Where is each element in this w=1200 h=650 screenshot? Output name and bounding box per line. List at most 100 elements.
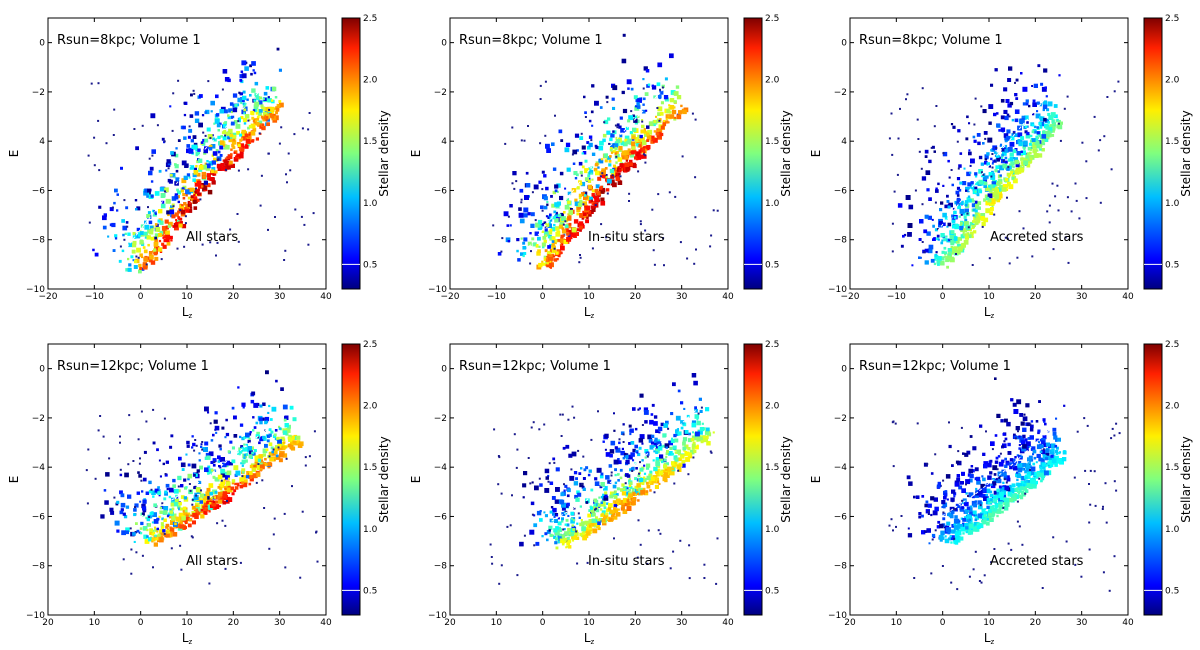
density-cell <box>224 163 227 166</box>
density-cell <box>609 449 615 454</box>
density-cell <box>646 132 650 136</box>
density-cell <box>559 499 565 505</box>
density-cell <box>1041 477 1045 481</box>
density-cell <box>288 434 292 439</box>
density-cell <box>634 427 638 431</box>
density-cell <box>252 127 257 132</box>
density-cell <box>1048 204 1051 207</box>
density-cell <box>606 188 610 192</box>
density-cell <box>188 125 191 128</box>
density-cell <box>548 253 551 257</box>
density-cell <box>561 413 564 416</box>
density-cell <box>255 137 259 141</box>
density-cell <box>577 449 580 452</box>
density-cell <box>218 499 223 504</box>
density-cell <box>982 452 986 456</box>
density-cell <box>597 521 601 525</box>
density-cell <box>636 483 641 488</box>
density-cell <box>207 189 213 195</box>
density-cell <box>617 180 623 185</box>
density-cell <box>939 523 944 529</box>
x-tick-label: 10 <box>583 292 595 302</box>
density-cell <box>544 514 548 518</box>
density-cell <box>556 227 559 231</box>
density-cell <box>134 503 139 508</box>
density-cell <box>996 514 999 518</box>
density-cell <box>1037 153 1043 158</box>
density-cell <box>664 97 669 102</box>
density-cell <box>636 119 640 124</box>
density-cell <box>1000 115 1005 120</box>
density-cell <box>493 428 496 431</box>
density-cell <box>234 104 238 108</box>
density-cell <box>1093 115 1096 118</box>
density-cell <box>621 90 625 95</box>
density-cell <box>550 226 556 232</box>
density-cell <box>1113 555 1116 558</box>
density-cell <box>270 446 274 450</box>
density-cell <box>260 174 263 177</box>
density-cell <box>702 427 706 431</box>
density-cell <box>264 416 270 422</box>
density-cell <box>914 189 917 192</box>
density-cell <box>99 415 102 417</box>
density-cell <box>641 119 644 121</box>
x-tick-label: −20 <box>39 292 58 302</box>
density-cell <box>1023 157 1028 162</box>
density-cell <box>1012 178 1018 184</box>
density-cell <box>968 468 973 474</box>
density-cell <box>571 539 575 542</box>
density-cell <box>650 413 654 416</box>
colorbar-tick-label: 1.0 <box>363 199 378 209</box>
density-cell <box>629 160 631 163</box>
density-cell <box>142 477 147 482</box>
density-cell <box>255 475 258 479</box>
density-cell <box>116 500 120 504</box>
density-cell <box>557 521 562 526</box>
density-cell <box>193 449 196 452</box>
density-cell <box>170 151 174 155</box>
density-cell <box>586 141 590 144</box>
density-cell <box>975 487 978 491</box>
density-cell <box>225 144 230 150</box>
density-cell <box>555 232 561 237</box>
density-cell <box>280 387 284 391</box>
x-tick-label: 40 <box>320 618 332 628</box>
density-cell <box>992 179 995 182</box>
colorbar-tick-label: 2.5 <box>363 340 377 350</box>
density-cell <box>135 233 140 239</box>
density-cell <box>500 250 503 253</box>
density-cell <box>181 516 186 521</box>
density-cell <box>600 223 603 226</box>
plot-area <box>450 18 728 289</box>
density-cell <box>205 509 209 512</box>
density-cell <box>948 202 953 208</box>
density-cell <box>1064 236 1067 239</box>
density-cell <box>594 477 598 481</box>
density-cell <box>998 129 1001 132</box>
density-cell <box>272 118 278 123</box>
density-cell <box>561 506 566 511</box>
density-cell <box>221 426 225 430</box>
density-cell <box>191 446 194 449</box>
density-cell <box>934 258 937 261</box>
density-cell <box>924 503 928 508</box>
density-cell <box>108 457 111 460</box>
density-cell <box>1066 196 1069 199</box>
density-cell <box>927 248 933 254</box>
density-cell <box>609 147 613 150</box>
density-cell <box>175 523 181 529</box>
density-cell <box>552 190 556 195</box>
density-cell <box>977 141 981 146</box>
density-cell <box>595 170 600 176</box>
density-cell <box>225 460 230 466</box>
density-cell <box>634 493 637 496</box>
density-cell <box>584 159 588 163</box>
density-cell <box>243 453 247 457</box>
density-cell <box>930 146 933 149</box>
density-cell <box>650 139 655 144</box>
density-cell <box>232 138 236 142</box>
density-cell <box>1006 129 1011 134</box>
density-cell <box>646 135 652 140</box>
density-cell <box>147 206 149 209</box>
